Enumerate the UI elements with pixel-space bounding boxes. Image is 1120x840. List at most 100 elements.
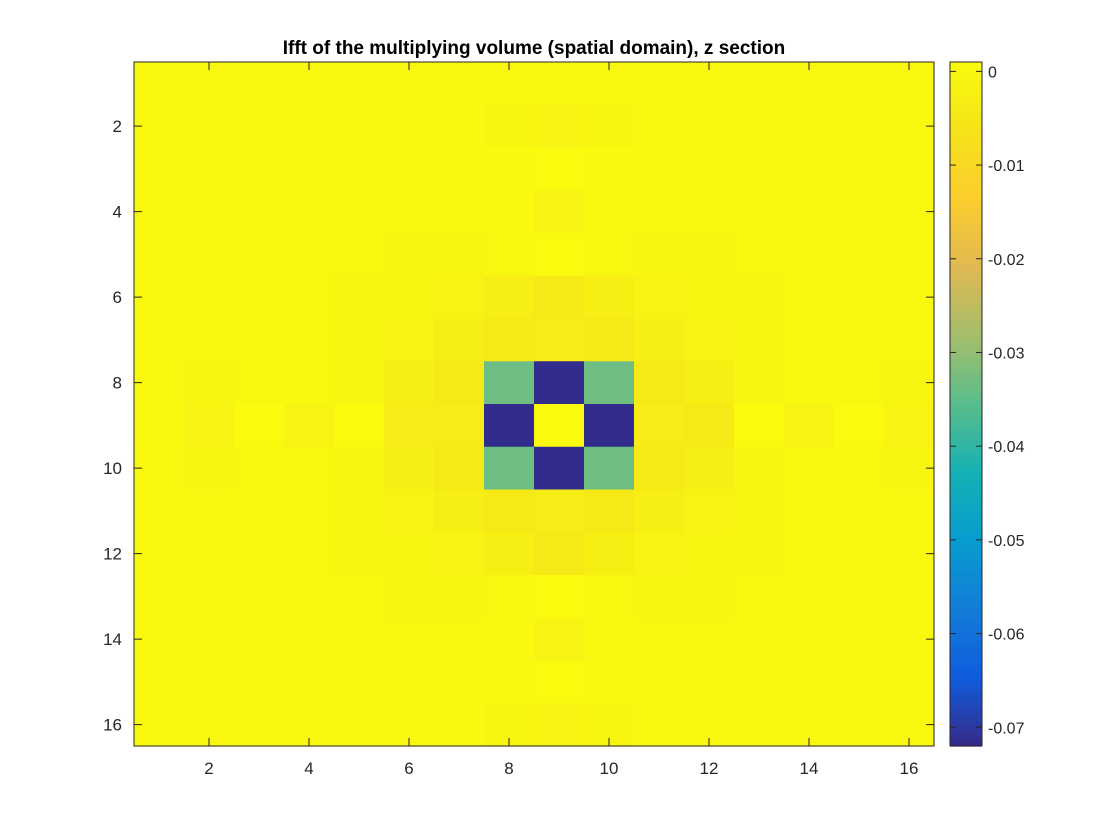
heatmap-cell [534,404,585,448]
heatmap-cell [184,575,235,619]
colorbar-segment [950,227,982,231]
colorbar-segment [950,101,982,105]
heatmap-cell [284,147,335,191]
heatmap-cell [234,104,285,149]
colorbar-segment [950,503,982,507]
colorbar-segment [950,77,982,81]
heatmap-cell [834,532,885,576]
colorbar-segment [950,653,982,657]
colorbar-segment [950,722,982,726]
heatmap-cell [434,190,485,234]
colorbar-segment [950,542,982,546]
heatmap-cell [584,318,635,362]
colorbar-segment [950,641,982,645]
heatmap-cell [534,147,585,191]
colorbar-segment [950,704,982,708]
heatmap-cell [734,104,785,149]
colorbar-segment [950,62,982,66]
heatmap-cell [834,62,885,106]
colorbar-segment [950,251,982,255]
colorbar-segment [950,302,982,306]
colorbar-segment [950,143,982,147]
x-tick-label: 8 [504,759,513,778]
heatmap-cell [684,532,735,576]
heatmap-cell [184,318,235,362]
heatmap-cell [784,104,835,149]
colorbar-segment [950,134,982,138]
colorbar-segment [950,68,982,72]
heatmap-cell [134,404,185,448]
heatmap-cell [584,104,635,149]
colorbar-segment [950,179,982,183]
heatmap-cell [434,62,485,106]
colorbar-segment [950,605,982,609]
heatmap-cell [334,532,385,576]
colorbar-segment [950,440,982,444]
heatmap-cell [784,532,835,576]
heatmap-cell [634,147,685,191]
colorbar-segment [950,389,982,393]
colorbar-segment [950,494,982,498]
colorbar-segment [950,95,982,99]
heatmap-cell [184,275,235,320]
heatmap-cell [584,532,635,576]
colorbar-segment [950,557,982,561]
colorbar-segment [950,563,982,567]
colorbar-tick-label: -0.04 [988,439,1025,456]
colorbar-segment [950,224,982,228]
heatmap-cell [384,361,435,405]
heatmap-cell [234,275,285,320]
colorbar-segment [950,692,982,696]
colorbar-segment [950,659,982,663]
heatmap-cell [834,404,885,448]
heatmap-cell [384,404,435,448]
heatmap-cell [284,489,335,533]
colorbar-segment [950,518,982,522]
colorbar-segment [950,551,982,555]
colorbar-segment [950,122,982,126]
heatmap-cell [234,617,285,662]
colorbar-segment [950,719,982,723]
heatmap-cell [834,190,885,234]
colorbar-tick-label: -0.06 [988,627,1025,644]
colorbar-segment [950,578,982,582]
heatmap-cell [234,489,285,533]
colorbar-segment [950,545,982,549]
heatmap-cell [584,446,635,491]
heatmap-cell [384,190,435,234]
heatmap-cell [734,404,785,448]
heatmap-cell [384,446,435,491]
x-tick-label: 6 [404,759,413,778]
colorbar-segment [950,260,982,264]
plot-frame [133,61,935,747]
heatmap-cell [434,275,485,320]
colorbar-segment [950,596,982,600]
colorbar-segment [950,356,982,360]
heatmap-cell [234,446,285,491]
heatmap-cell [234,404,285,448]
colorbar-segment [950,131,982,135]
colorbar-segment [950,482,982,486]
colorbar-segment [950,329,982,333]
heatmap-cell [484,104,535,149]
heatmap-cell [334,190,385,234]
heatmap-cell [584,275,635,320]
colorbar-segment [950,608,982,612]
y-tick-label: 6 [113,288,122,307]
colorbar-segment [950,155,982,159]
colorbar-segment [950,425,982,429]
heatmap-cell [434,617,485,662]
heatmap-cell [584,617,635,662]
heatmap-cell [634,62,685,106]
colorbar-segment [950,611,982,615]
colorbar-segment [950,305,982,309]
heatmap-cell [134,575,185,619]
heatmap-cell [734,62,785,106]
heatmap-cell [134,190,185,234]
heatmap-cell [684,489,735,533]
colorbar-segment [950,242,982,246]
colorbar-segment [950,92,982,96]
heatmap-cell [434,575,485,619]
colorbar-segment [950,584,982,588]
colorbar-segment [950,602,982,606]
